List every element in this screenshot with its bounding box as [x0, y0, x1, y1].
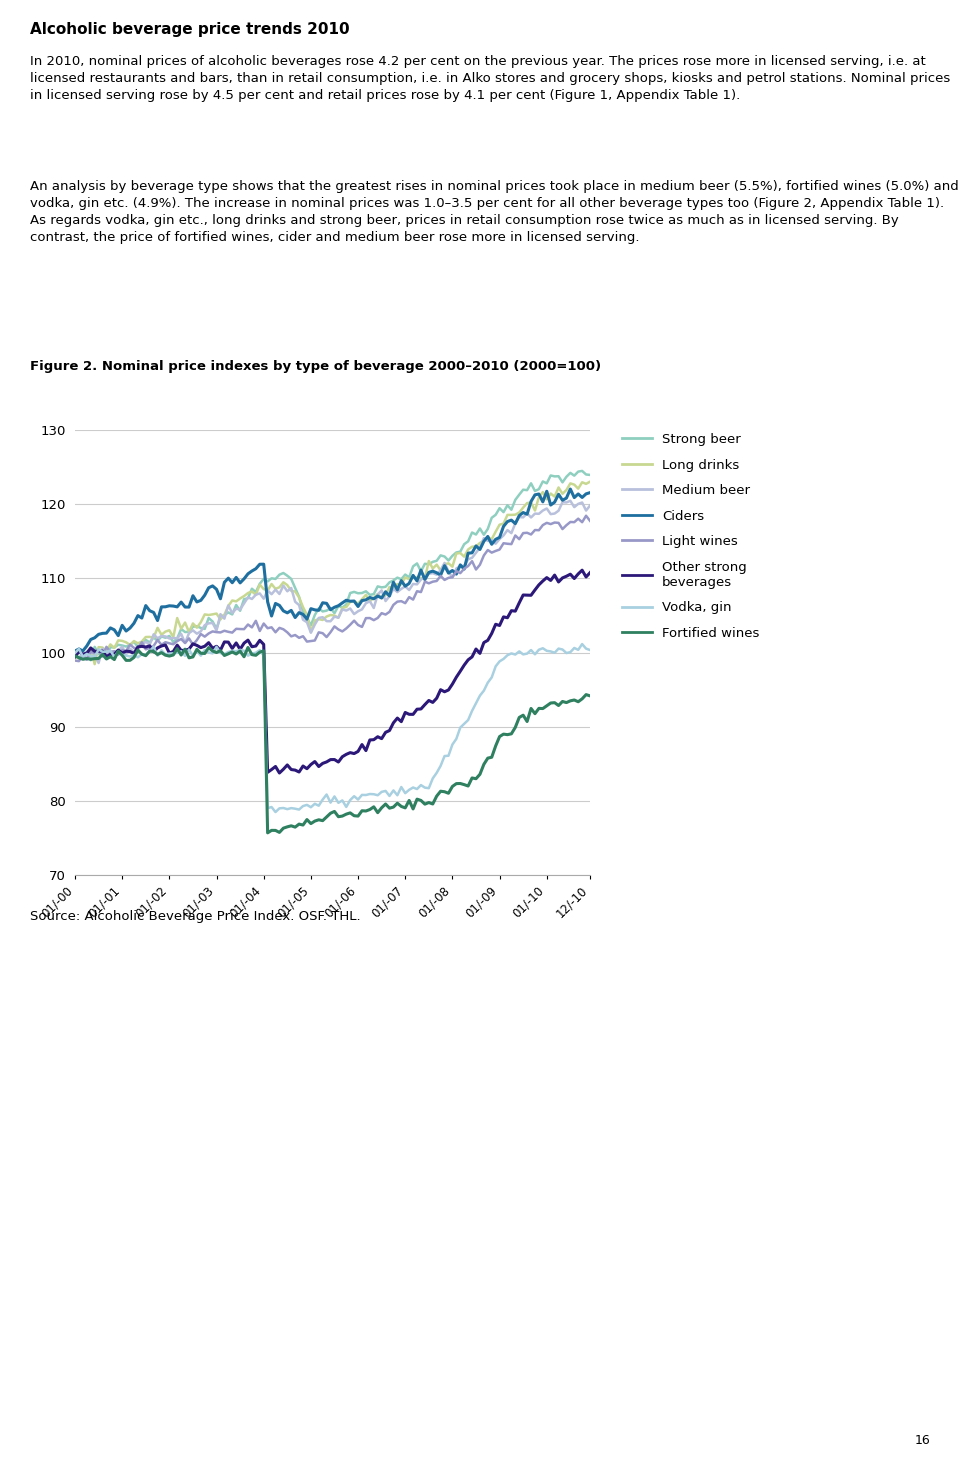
Text: Source: Alcoholic Beverage Price Index. OSF. THL.: Source: Alcoholic Beverage Price Index. … — [30, 910, 361, 923]
Legend: Strong beer, Long drinks, Medium beer, Ciders, Light wines, Other strong
beverag: Strong beer, Long drinks, Medium beer, C… — [617, 428, 765, 645]
Text: Figure 2. Nominal price indexes by type of beverage 2000–2010 (2000=100): Figure 2. Nominal price indexes by type … — [30, 359, 601, 373]
Text: An analysis by beverage type shows that the greatest rises in nominal prices too: An analysis by beverage type shows that … — [30, 180, 959, 244]
Text: 16: 16 — [914, 1435, 930, 1446]
Text: In 2010, nominal prices of alcoholic beverages rose 4.2 per cent on the previous: In 2010, nominal prices of alcoholic bev… — [30, 54, 950, 103]
Text: Alcoholic beverage price trends 2010: Alcoholic beverage price trends 2010 — [30, 22, 349, 37]
